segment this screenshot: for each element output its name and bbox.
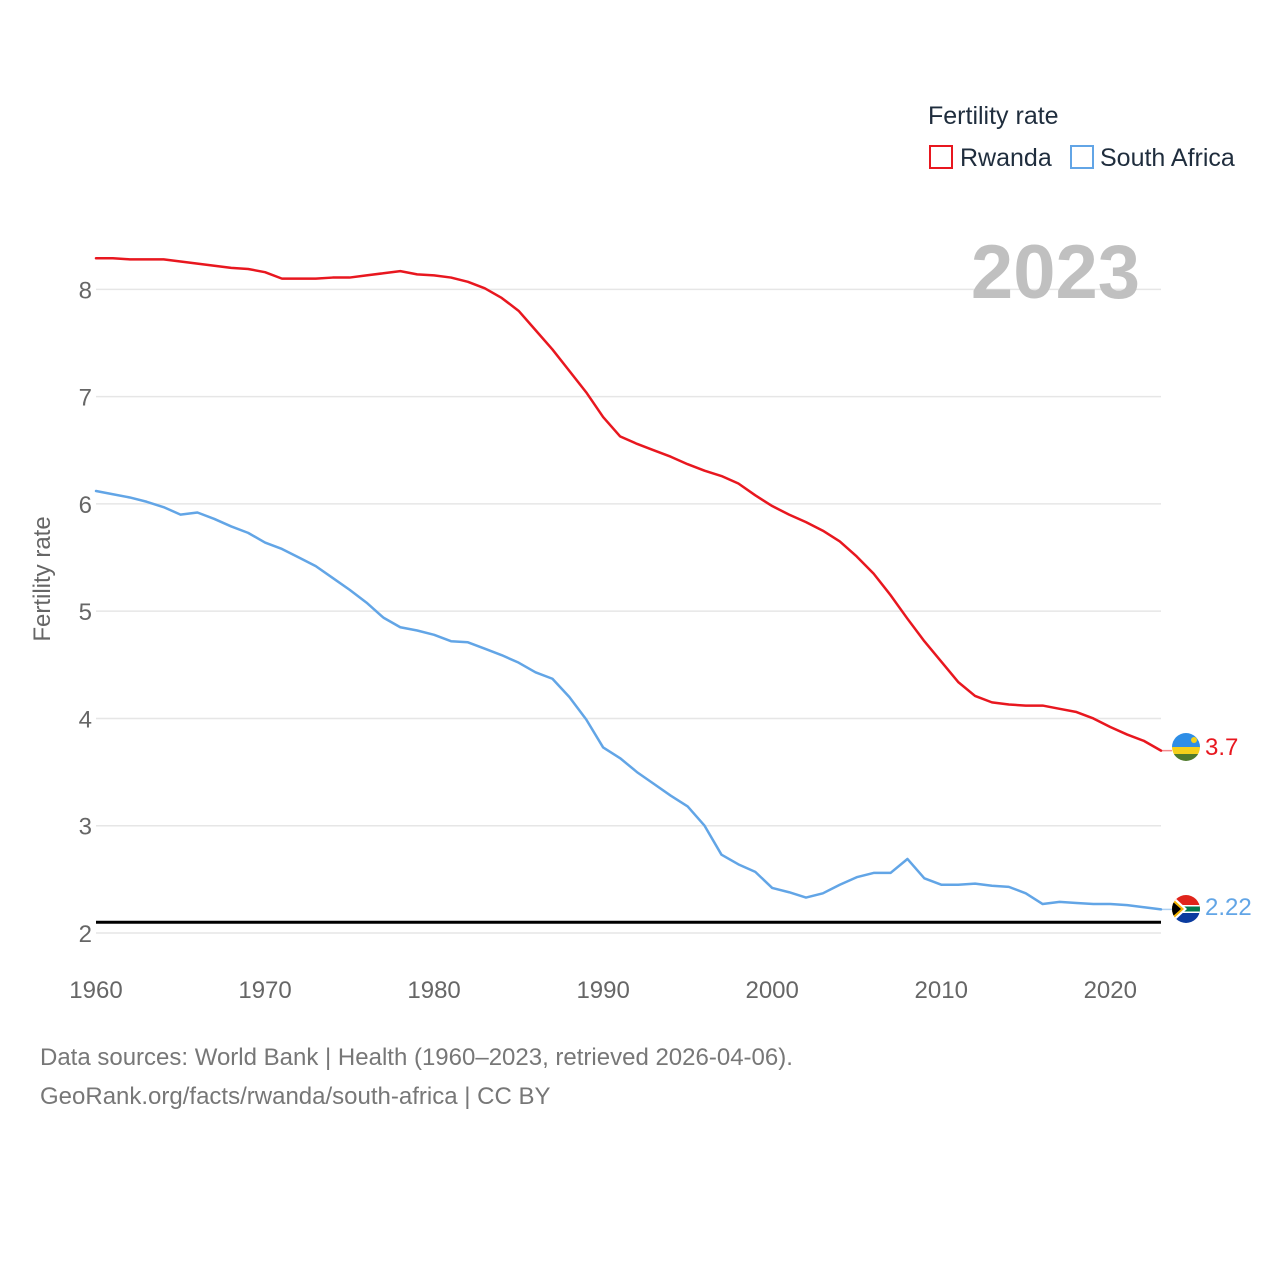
y-axis-title: Fertility rate — [29, 516, 56, 641]
rwanda-flag-icon — [1172, 733, 1200, 761]
x-tick-label-2000: 2000 — [745, 977, 798, 1004]
y-tick-label-3: 3 — [79, 814, 92, 841]
y-tick-label-6: 6 — [79, 492, 92, 519]
x-tick-label-2010: 2010 — [915, 977, 968, 1004]
series-line-rwanda — [94, 257, 1163, 752]
year-label: 2023 — [971, 230, 1140, 315]
end-value-label-south-africa: 2.22 — [1205, 894, 1252, 921]
series-line-south-africa — [94, 489, 1163, 911]
x-axis: 1960 1970 1980 1990 2000 2010 2020 — [69, 977, 1137, 1004]
x-tick-label-2020: 2020 — [1084, 977, 1137, 1004]
y-axis: 2 3 4 5 6 7 8 — [79, 277, 92, 948]
legend-item-rwanda[interactable]: Rwanda — [929, 144, 1052, 172]
legend-swatch-south-africa — [1070, 145, 1094, 169]
series-lines — [94, 257, 1163, 911]
x-tick-label-1980: 1980 — [407, 977, 460, 1004]
end-value-label-rwanda: 3.7 — [1205, 734, 1238, 761]
y-tick-label-5: 5 — [79, 599, 92, 626]
y-tick-label-8: 8 — [79, 277, 92, 304]
legend-label-south-africa: South Africa — [1100, 144, 1235, 172]
legend: Fertility rate Rwanda South Africa — [928, 102, 1235, 172]
south-africa-flag-icon — [1172, 895, 1200, 923]
footer-sources: Data sources: World Bank | Health (1960–… — [40, 1044, 793, 1071]
grid-lines — [96, 288, 1161, 934]
footer-attribution[interactable]: GeoRank.org/facts/rwanda/south-africa | … — [40, 1083, 551, 1110]
legend-label-rwanda: Rwanda — [960, 144, 1052, 172]
y-tick-label-2: 2 — [79, 921, 92, 948]
x-tick-label-1970: 1970 — [238, 977, 291, 1004]
x-tick-label-1960: 1960 — [69, 977, 122, 1004]
x-tick-label-1990: 1990 — [576, 977, 629, 1004]
series-endpoints — [1161, 749, 1172, 911]
legend-swatch-rwanda — [929, 145, 953, 169]
y-tick-label-4: 4 — [79, 706, 92, 733]
legend-title: Fertility rate — [928, 102, 1059, 130]
y-tick-label-7: 7 — [79, 385, 92, 412]
legend-item-south-africa[interactable]: South Africa — [1070, 144, 1235, 172]
